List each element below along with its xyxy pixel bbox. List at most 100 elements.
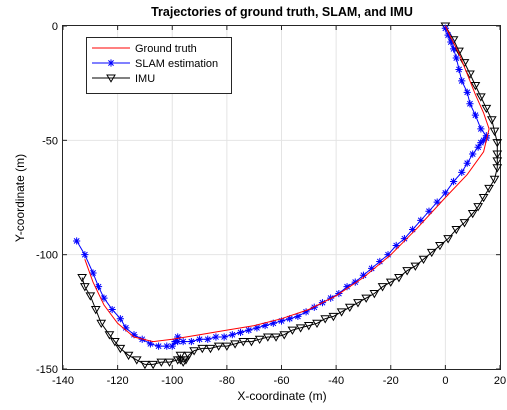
x-axis-label: X-coordinate (m) xyxy=(237,389,326,403)
data-point-triangle xyxy=(377,283,388,292)
data-point-asterisk xyxy=(277,317,286,325)
legend-entry: Ground truth xyxy=(92,43,197,55)
data-point-triangle xyxy=(369,290,380,299)
data-point-asterisk xyxy=(400,235,409,243)
plot-area-frame xyxy=(62,25,501,370)
data-point-triangle xyxy=(465,70,475,79)
data-point-triangle xyxy=(254,335,265,345)
data-point-asterisk xyxy=(441,24,449,32)
data-point-triangle xyxy=(448,36,459,45)
data-point-asterisk xyxy=(351,278,359,286)
data-point-triangle xyxy=(451,226,462,235)
y-tick-label: -150 xyxy=(36,364,58,376)
legend-entry: SLAM estimation xyxy=(92,58,218,70)
data-point-asterisk xyxy=(269,319,277,327)
data-point-asterisk xyxy=(108,305,116,314)
data-point-asterisk xyxy=(122,324,130,332)
series-line xyxy=(84,25,490,343)
data-point-triangle xyxy=(262,333,273,342)
x-tick-label: -60 xyxy=(274,375,290,387)
data-point-asterisk xyxy=(458,168,466,176)
data-point-triangle xyxy=(426,248,437,258)
data-point-triangle xyxy=(104,331,115,340)
data-point-triangle xyxy=(222,342,232,351)
data-point-triangle xyxy=(238,338,249,347)
data-point-asterisk xyxy=(433,198,441,206)
data-point-asterisk xyxy=(163,342,171,350)
data-point-asterisk xyxy=(449,45,458,53)
data-point-asterisk xyxy=(469,150,477,158)
data-point-asterisk xyxy=(261,321,269,330)
data-point-asterisk xyxy=(179,337,187,346)
data-point-asterisk xyxy=(417,216,425,224)
data-point-triangle xyxy=(131,356,142,365)
y-tick-label: 0 xyxy=(52,21,58,33)
data-point-asterisk xyxy=(286,315,294,323)
data-point-triangle xyxy=(418,255,429,265)
data-point-asterisk xyxy=(343,283,351,291)
data-point-asterisk xyxy=(449,177,458,186)
data-point-asterisk xyxy=(94,283,103,291)
data-point-asterisk xyxy=(195,335,204,343)
data-point-asterisk xyxy=(474,143,482,151)
chart-title: Trajectories of ground truth, SLAM, and … xyxy=(151,5,413,19)
data-point-triangle xyxy=(402,267,413,276)
data-point-triangle xyxy=(295,324,306,333)
data-point-triangle xyxy=(183,351,194,361)
data-point-asterisk xyxy=(447,38,455,46)
data-point-asterisk xyxy=(81,251,89,259)
x-tick-label: -40 xyxy=(328,375,344,387)
data-point-triangle xyxy=(486,116,497,125)
data-point-asterisk xyxy=(174,337,182,346)
data-point-asterisk xyxy=(100,294,108,302)
data-point-triangle xyxy=(473,203,484,212)
data-point-triangle xyxy=(459,219,470,228)
x-tick-label: -140 xyxy=(52,375,74,387)
data-point-triangle xyxy=(492,150,503,159)
data-point-triangle xyxy=(115,344,126,354)
data-point-triangle xyxy=(481,104,492,114)
data-point-triangle xyxy=(467,210,478,219)
y-tick-label: -50 xyxy=(42,135,58,147)
legend: Ground truth SLAM estimation IMU xyxy=(86,37,232,94)
data-point-asterisk xyxy=(471,111,480,119)
data-point-triangle xyxy=(336,308,347,317)
x-tick-label: -20 xyxy=(383,375,399,387)
data-point-triangle xyxy=(140,360,150,370)
x-tick-label: 20 xyxy=(494,375,506,387)
data-point-asterisk xyxy=(441,189,449,197)
series-group xyxy=(73,22,503,370)
data-point-triangle xyxy=(96,319,107,329)
data-point-asterisk xyxy=(212,333,220,341)
data-point-asterisk xyxy=(368,264,376,272)
legend-label: Ground truth xyxy=(135,43,197,55)
data-point-asterisk xyxy=(228,331,236,339)
x-tick-label: -120 xyxy=(107,375,129,387)
data-point-asterisk xyxy=(455,65,463,74)
data-point-triangle xyxy=(353,299,363,308)
data-point-triangle xyxy=(394,274,404,283)
data-point-triangle xyxy=(156,358,167,367)
data-point-asterisk xyxy=(425,207,433,215)
data-point-triangle xyxy=(213,342,224,351)
data-point-triangle xyxy=(489,127,500,136)
data-point-triangle xyxy=(287,326,298,335)
data-point-triangle xyxy=(123,351,134,361)
data-point-triangle xyxy=(476,93,486,102)
y-axis-label: Y-coordinate (m) xyxy=(13,154,27,242)
data-point-asterisk xyxy=(409,225,417,234)
data-point-asterisk xyxy=(220,333,228,341)
data-point-triangle xyxy=(303,322,314,331)
data-point-asterisk xyxy=(466,100,474,108)
legend-label: IMU xyxy=(135,73,155,85)
data-point-triangle xyxy=(172,356,183,365)
data-point-triangle xyxy=(181,356,191,365)
data-point-triangle xyxy=(361,294,372,303)
data-point-triangle xyxy=(385,278,396,287)
data-point-asterisk xyxy=(236,328,245,337)
data-point-triangle xyxy=(197,344,208,354)
data-point-triangle xyxy=(77,274,87,283)
data-point-asterisk xyxy=(384,251,392,259)
data-point-triangle xyxy=(454,47,464,56)
data-point-asterisk xyxy=(245,326,253,334)
